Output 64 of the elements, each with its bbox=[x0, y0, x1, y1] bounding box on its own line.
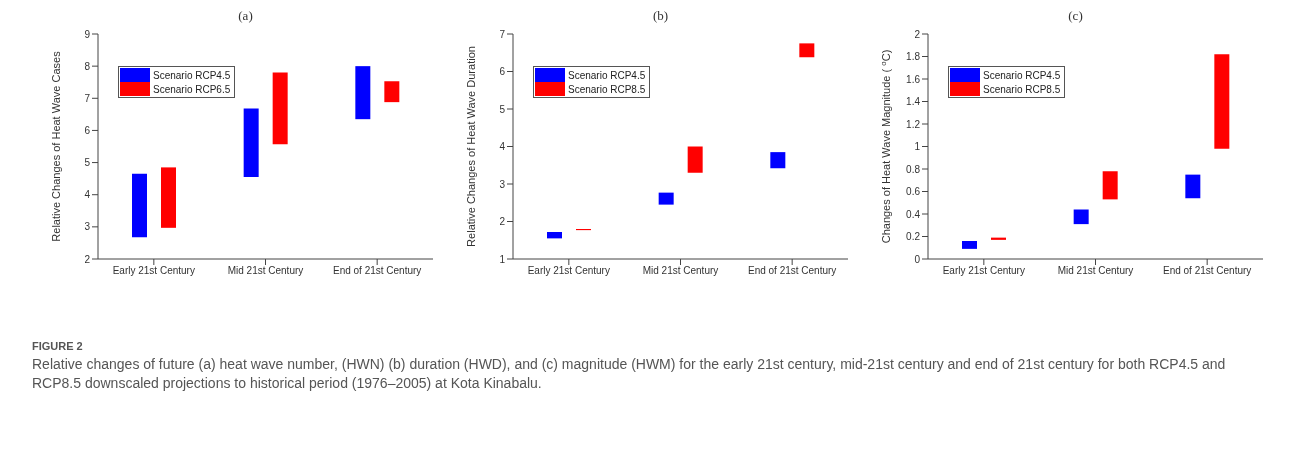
y-tick-label: 2 bbox=[499, 216, 506, 228]
legend-label: Scenario RCP8.5 bbox=[567, 83, 647, 95]
bar bbox=[132, 173, 147, 238]
x-tick-label: End of 21st Century bbox=[332, 265, 422, 277]
y-tick-label: 2 bbox=[84, 253, 91, 265]
x-tick-label: Early 21st Century bbox=[527, 265, 610, 277]
x-tick-label: End of 21st Century bbox=[747, 265, 837, 277]
y-tick-label: 0.6 bbox=[906, 186, 921, 198]
y-tick-label: 7 bbox=[499, 28, 506, 40]
y-tick-label: 5 bbox=[84, 157, 91, 169]
y-tick-label: 1 bbox=[914, 141, 921, 153]
y-tick-label: 9 bbox=[84, 28, 91, 40]
caption: FIGURE 2 bbox=[32, 340, 84, 352]
bar bbox=[1102, 171, 1118, 200]
bar bbox=[962, 241, 977, 249]
y-tick-label: 6 bbox=[84, 124, 91, 136]
y-tick-label: 1.4 bbox=[906, 96, 921, 108]
bar bbox=[355, 66, 371, 120]
y-tick-label: 0.2 bbox=[906, 231, 921, 243]
y-tick-label: 3 bbox=[84, 221, 91, 233]
bar bbox=[161, 167, 176, 228]
chart-title: (a) bbox=[237, 8, 254, 25]
x-tick-label: Mid 21st Century bbox=[227, 265, 304, 277]
bar bbox=[384, 81, 400, 103]
y-tick-label: 1.2 bbox=[906, 118, 921, 130]
bar bbox=[243, 108, 259, 178]
y-tick-label: 1 bbox=[499, 253, 506, 265]
bar bbox=[687, 146, 703, 173]
y-tick-label: 3 bbox=[499, 178, 506, 190]
text: Relative changes of future (a) heat wave number, (HWN) (b) duration (HWD), and (c) magnitude (HWM) for the early 21st century, mid-21st century and end of 21st century for both RCP4.5 and RCP8.5 downscaled projections to historical period (1976–2005) at Kota Kinabalu. bbox=[32, 355, 1227, 393]
legend-label: Scenario RCP4.5 bbox=[152, 69, 232, 81]
y-tick-label: 1.8 bbox=[906, 51, 921, 63]
y-tick-label: 0 bbox=[914, 253, 921, 265]
x-tick-label: Early 21st Century bbox=[942, 265, 1025, 277]
y-tick-label: 2 bbox=[914, 28, 921, 40]
x-tick-label: Mid 21st Century bbox=[642, 265, 719, 277]
y-tick-label: 4 bbox=[499, 141, 506, 153]
y-tick-label: 7 bbox=[84, 92, 91, 104]
y-tick-label: 4 bbox=[84, 189, 91, 201]
y-tick-label: 1.6 bbox=[906, 73, 921, 85]
bar bbox=[770, 152, 786, 169]
bar bbox=[658, 192, 674, 205]
x-tick-label: End of 21st Century bbox=[1162, 265, 1252, 277]
bar bbox=[272, 72, 288, 145]
x-tick-label: Early 21st Century bbox=[112, 265, 195, 277]
legend-label: Scenario RCP6.5 bbox=[152, 83, 232, 95]
bar bbox=[1185, 174, 1201, 199]
y-axis-title: Relative Changes of Heat Wave Cases bbox=[50, 50, 62, 242]
bar bbox=[1214, 54, 1230, 149]
y-tick-label: 0.4 bbox=[906, 208, 921, 220]
bar bbox=[799, 43, 815, 58]
y-tick-label: 6 bbox=[499, 66, 506, 78]
chart-title: (c) bbox=[1067, 8, 1084, 25]
y-tick-label: 8 bbox=[84, 60, 91, 72]
y-tick-label: 0.8 bbox=[906, 163, 921, 175]
x-tick-label: Mid 21st Century bbox=[1057, 265, 1134, 277]
bar bbox=[547, 232, 562, 239]
chart-title: (b) bbox=[651, 8, 670, 25]
bar bbox=[1073, 209, 1089, 225]
legend-label: Scenario RCP4.5 bbox=[567, 69, 647, 81]
y-axis-title: Relative Changes of Heat Wave Duration bbox=[465, 46, 477, 247]
legend-label: Scenario RCP4.5 bbox=[982, 69, 1062, 81]
y-tick-label: 5 bbox=[499, 103, 506, 115]
legend-label: Scenario RCP8.5 bbox=[982, 83, 1062, 95]
